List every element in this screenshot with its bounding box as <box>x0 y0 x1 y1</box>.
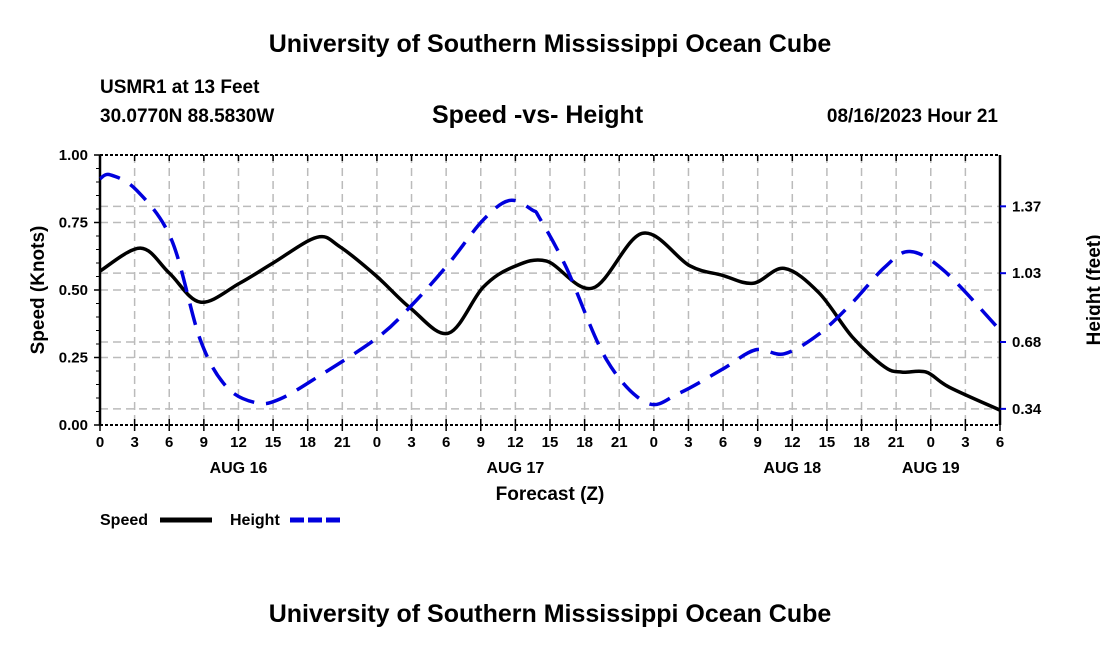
y2-tick-label: 1.37 <box>1012 198 1041 215</box>
station-label: USMR1 at 13 Feet <box>100 77 260 98</box>
legend-label-height: Height <box>230 512 280 529</box>
x-tick-label: 18 <box>299 434 316 451</box>
footer-title: University of Southern Mississippi Ocean… <box>268 600 832 628</box>
y2-tick-label: 1.03 <box>1012 265 1041 282</box>
x-tick-label: 15 <box>265 434 282 451</box>
y2-tick-label: 0.34 <box>1012 401 1042 418</box>
main-title: University of Southern Mississippi Ocean… <box>268 30 832 58</box>
date-label: AUG 17 <box>486 460 544 477</box>
x-tick-label: 21 <box>334 434 351 451</box>
x-tick-label: 3 <box>407 434 415 451</box>
y-tick-label: 0.25 <box>59 350 88 367</box>
x-tick-label: 21 <box>888 434 905 451</box>
x-tick-label: 3 <box>684 434 692 451</box>
x-tick-label: 18 <box>576 434 593 451</box>
series-line-speed <box>99 231 1001 412</box>
y-axis-label: Speed (Knots) <box>28 226 49 355</box>
x-tick-label: 3 <box>961 434 969 451</box>
x-tick-label: 9 <box>200 434 208 451</box>
coordinates-label: 30.0770N 88.5830W <box>100 106 275 127</box>
y-tick-label: 1.00 <box>59 147 88 164</box>
date-label: AUG 16 <box>210 460 268 477</box>
y-tick-label: 0.00 <box>59 417 88 434</box>
x-tick-label: 18 <box>853 434 870 451</box>
x-tick-label: 0 <box>927 434 935 451</box>
x-tick-label: 0 <box>650 434 658 451</box>
x-tick-label: 3 <box>130 434 138 451</box>
y-tick-label: 0.75 <box>59 215 88 232</box>
x-tick-label: 15 <box>819 434 836 451</box>
x-tick-label: 21 <box>611 434 628 451</box>
date-label: AUG 19 <box>902 460 960 477</box>
x-tick-label: 12 <box>507 434 524 451</box>
y-tick-label: 0.50 <box>59 282 88 299</box>
x-tick-label: 0 <box>96 434 104 451</box>
y2-axis-label: Height (feet) <box>1084 235 1100 346</box>
x-tick-label: 9 <box>754 434 762 451</box>
series-line-height <box>99 172 1002 407</box>
x-tick-label: 0 <box>373 434 381 451</box>
x-tick-label: 12 <box>784 434 801 451</box>
x-tick-label: 15 <box>542 434 559 451</box>
x-tick-label: 6 <box>719 434 727 451</box>
legend-label-speed: Speed <box>100 512 148 529</box>
x-tick-label: 6 <box>442 434 450 451</box>
x-tick-label: 12 <box>230 434 247 451</box>
x-tick-label: 6 <box>165 434 173 451</box>
date-label: AUG 18 <box>763 460 821 477</box>
chart-title: Speed -vs- Height <box>432 101 644 129</box>
y2-tick-label: 0.68 <box>1012 334 1041 351</box>
x-tick-label: 9 <box>477 434 485 451</box>
date-label: 08/16/2023 Hour 21 <box>826 106 998 127</box>
x-tick-label: 6 <box>996 434 1004 451</box>
x-axis-label: Forecast (Z) <box>496 484 605 505</box>
